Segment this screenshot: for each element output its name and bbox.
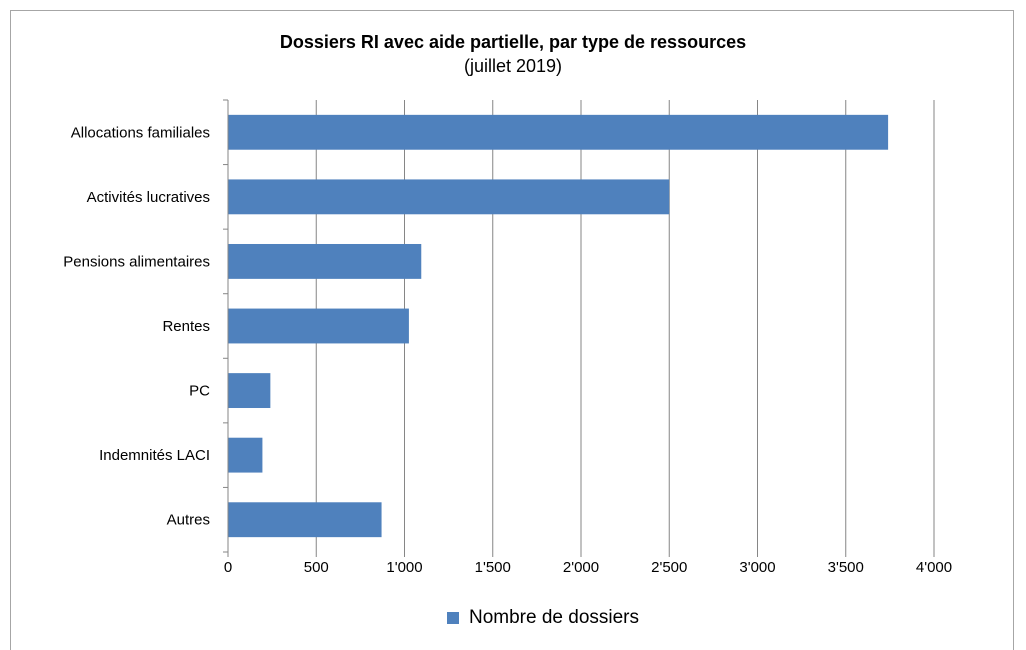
x-tick-label: 1'500 [475,559,511,576]
bar [228,437,263,473]
category-label: Rentes [162,318,210,335]
x-tick-label: 2'000 [563,559,599,576]
chart-subtitle: (juillet 2019) [463,56,563,76]
category-label: Autres [167,512,210,529]
legend: Nombre de dossiers [0,607,1026,629]
bar [228,114,889,150]
x-tick-label: 4'000 [916,559,952,576]
legend-swatch [446,612,459,624]
x-tick-label: 500 [304,559,329,576]
bar-series [228,114,889,538]
x-tick-label: 3'000 [739,559,775,576]
bar [228,179,670,215]
x-tick-label: 0 [224,559,232,576]
category-label: Pensions alimentaires [63,253,210,270]
category-label: Indemnités LACI [99,447,210,464]
gridlines [315,100,935,552]
category-label: Allocations familiales [71,124,210,141]
chart-title: Dossiers RI avec aide partielle, par typ… [279,32,747,52]
category-label: PC [189,383,210,400]
x-tick-label: 3'500 [828,559,864,576]
category-label: Activités lucratives [87,189,210,206]
bar [228,243,422,279]
bar [228,373,271,409]
axes [223,99,935,557]
axis-labels: 0 500 1'000 1'500 2'000 2'500 3'000 3'500 4'000 A… [63,124,952,576]
legend-label: Nombre de dossiers [468,607,640,628]
bar [228,502,382,538]
x-tick-label: 2'500 [651,559,687,576]
bar [228,308,409,344]
x-tick-label: 1'000 [386,559,422,576]
